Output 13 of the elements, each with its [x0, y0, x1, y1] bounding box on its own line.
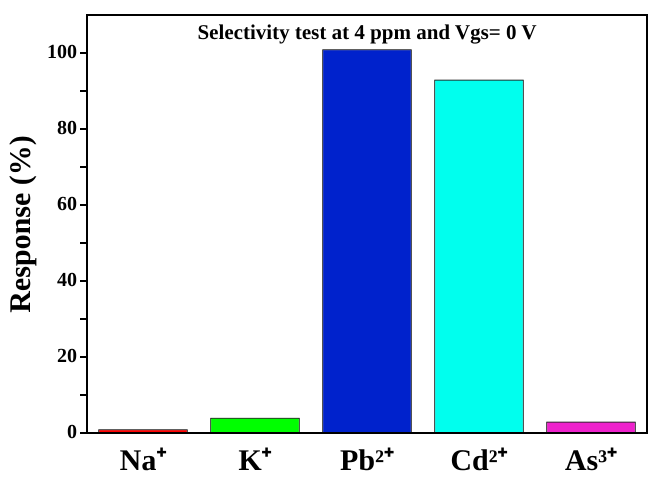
y-tick-label: 80: [57, 117, 77, 140]
y-tick-label: 0: [67, 421, 77, 444]
y-tick-label: 20: [57, 345, 77, 368]
x-tick-label: Cd²⁺: [450, 444, 508, 477]
x-tick-label: As³⁺: [564, 444, 618, 477]
y-axis-title: Response (%): [4, 135, 37, 313]
x-tick-label: Pb²⁺: [340, 444, 394, 477]
x-tick-label: Na⁺: [120, 444, 166, 477]
x-tick-label: K⁺: [238, 444, 272, 477]
y-tick-label: 60: [57, 193, 77, 216]
y-tick-label: 40: [57, 269, 77, 292]
chart-title: Selectivity test at 4 ppm and Vgs= 0 V: [197, 20, 537, 44]
y-tick-label: 100: [47, 41, 77, 64]
